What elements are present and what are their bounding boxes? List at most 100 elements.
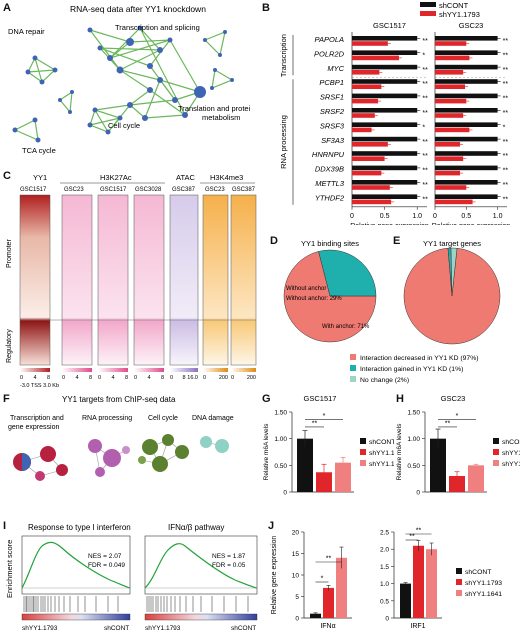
ytick-label: 1.00	[407, 436, 420, 443]
c-scale-tick: 200	[247, 375, 256, 381]
b-xtick-label: 1.0	[493, 213, 503, 220]
panel-letter-d: D	[270, 235, 278, 247]
panel-i-gsea: Enrichment score Response to type I inte…	[0, 518, 262, 637]
legend-swatch	[493, 460, 499, 466]
panel-f-network: YY1 targets from ChIP-seq data Transcrip…	[0, 392, 250, 484]
bar-sh1793	[352, 41, 388, 46]
bar-sh1793	[352, 185, 390, 190]
b-xtick-label: 0	[433, 213, 437, 220]
ytick-label: 10	[292, 573, 300, 580]
bar-shcont	[435, 36, 498, 41]
f-cluster-0: Transcription and gene expression	[8, 415, 64, 431]
bar-shCONT	[430, 438, 446, 492]
bar-sh1793	[352, 199, 392, 205]
bar-sh1793	[435, 55, 470, 61]
sig-star: **	[422, 196, 428, 203]
b-xtick-label: 1.0	[412, 213, 422, 220]
i-left-title: Response to type I interferon	[28, 523, 131, 532]
c-sub-6: GSC387	[232, 187, 256, 193]
group-label-transcription: Transcription	[279, 34, 288, 77]
ytick-label: 0.5	[380, 598, 389, 605]
bar	[413, 545, 424, 618]
heatmap-h3k27ac-gsc3028	[133, 194, 165, 366]
bar-shYY1.1793	[316, 472, 332, 492]
bar-shcont	[435, 194, 498, 199]
f-cluster-3-nodes	[200, 436, 229, 453]
gene-label: PAPOLA	[315, 35, 344, 44]
ytick-label: 1.5	[380, 564, 389, 571]
pie-d-label-without-pct: Without anchor: 29%	[286, 296, 342, 302]
bar-sh1793	[435, 113, 464, 118]
i-left-es-curve	[21, 541, 131, 589]
sig-star: **	[422, 153, 428, 160]
c-sub-4: GSC387	[172, 187, 196, 193]
panel-a-title: RNA-seq data after YY1 knockdown	[70, 4, 206, 14]
c-col-yy1: YY1	[33, 173, 47, 182]
c-scale-tick: 0	[134, 375, 137, 381]
cluster-label-dna-repair: DNA repair	[8, 27, 45, 36]
bar-shcont	[435, 93, 498, 99]
pie-slice	[318, 249, 377, 297]
i-right-es-curve	[144, 543, 258, 589]
bar-shcont	[435, 151, 498, 156]
cluster-label-cell-cycle: Cell cycle	[108, 121, 140, 130]
c-sub-3: GSC3028	[135, 187, 162, 193]
gene-label: DDX39B	[315, 165, 344, 174]
bar-sh1793	[435, 127, 470, 133]
sig-star: **	[503, 38, 509, 45]
legend-swatch	[360, 449, 366, 455]
bar-shYY1.1641	[468, 465, 484, 492]
bar-shcont	[352, 36, 418, 41]
c-sub-0: GSC1517	[20, 187, 47, 193]
c-sub-1: GSC23	[64, 187, 84, 193]
ytick-label: 0.50	[407, 463, 420, 470]
panel-j-svg: Relative gene expression05101520***IFNα0…	[271, 528, 502, 631]
ylabel: Relative m6A levels	[263, 423, 270, 480]
c-scale-tick: 4	[75, 375, 78, 381]
f-cluster-1-nodes	[88, 439, 130, 477]
sig-star: **	[503, 182, 509, 189]
bar	[426, 549, 437, 618]
heatmap-h3k27ac-gsc23	[61, 194, 93, 366]
panel-e-legend: Interaction decreased in YY1 KD (97%) Int…	[268, 350, 518, 392]
legend-swatch	[360, 460, 366, 466]
bar-sh1793	[435, 170, 461, 176]
c-axis-label: -3.0 TSS 3.0 Kb	[20, 383, 59, 389]
c-scale-tick: 0	[20, 375, 23, 381]
colorbar-yy1	[20, 368, 50, 372]
ytick-label: 0	[295, 616, 299, 623]
bar-shcont	[435, 50, 498, 55]
bar-sh1793	[435, 70, 464, 75]
sig-star: **	[503, 168, 509, 175]
i-left-nes: NES = 2.07	[88, 553, 122, 560]
cluster-label-transcription: Transcription and splicing	[115, 23, 200, 32]
bar-sh1793	[352, 84, 382, 89]
heatmap-atac	[169, 194, 199, 366]
i-right-nes: NES = 1.87	[212, 553, 246, 560]
sig-star: **	[326, 556, 332, 563]
legend-label-sh1793: shYY1.1793	[439, 10, 480, 19]
legend-label-shcont: shCONT	[439, 1, 469, 10]
colorbar-6	[231, 368, 256, 372]
ytick-label: 20	[292, 530, 300, 537]
sig-star: **	[503, 96, 509, 103]
gene-label: POLR2D	[314, 49, 345, 58]
bar-shCONT	[297, 438, 313, 492]
ytick-label: 15	[292, 551, 300, 558]
pie-d-label-without: Without anchor	[286, 286, 326, 292]
bar-sh1793	[352, 170, 382, 176]
bar	[323, 587, 334, 618]
ytick-label: 1.50	[407, 410, 420, 417]
bar-shcont	[435, 165, 498, 171]
legend-label: shYY1.1793	[465, 580, 502, 587]
panel-a-network: RNA-seq data after YY1 knockdown DNA rep…	[0, 0, 254, 160]
bar-shcont	[352, 180, 418, 185]
pie-e-svg: YY1 target genes	[403, 239, 501, 345]
heatmap-h3k4me3-gsc387	[230, 194, 257, 366]
i-right-title: IFNα/β pathway	[168, 523, 224, 532]
c-col-atac: ATAC	[176, 173, 195, 182]
sig-star: *	[456, 413, 459, 420]
ytick-label: 1.0	[380, 581, 389, 588]
